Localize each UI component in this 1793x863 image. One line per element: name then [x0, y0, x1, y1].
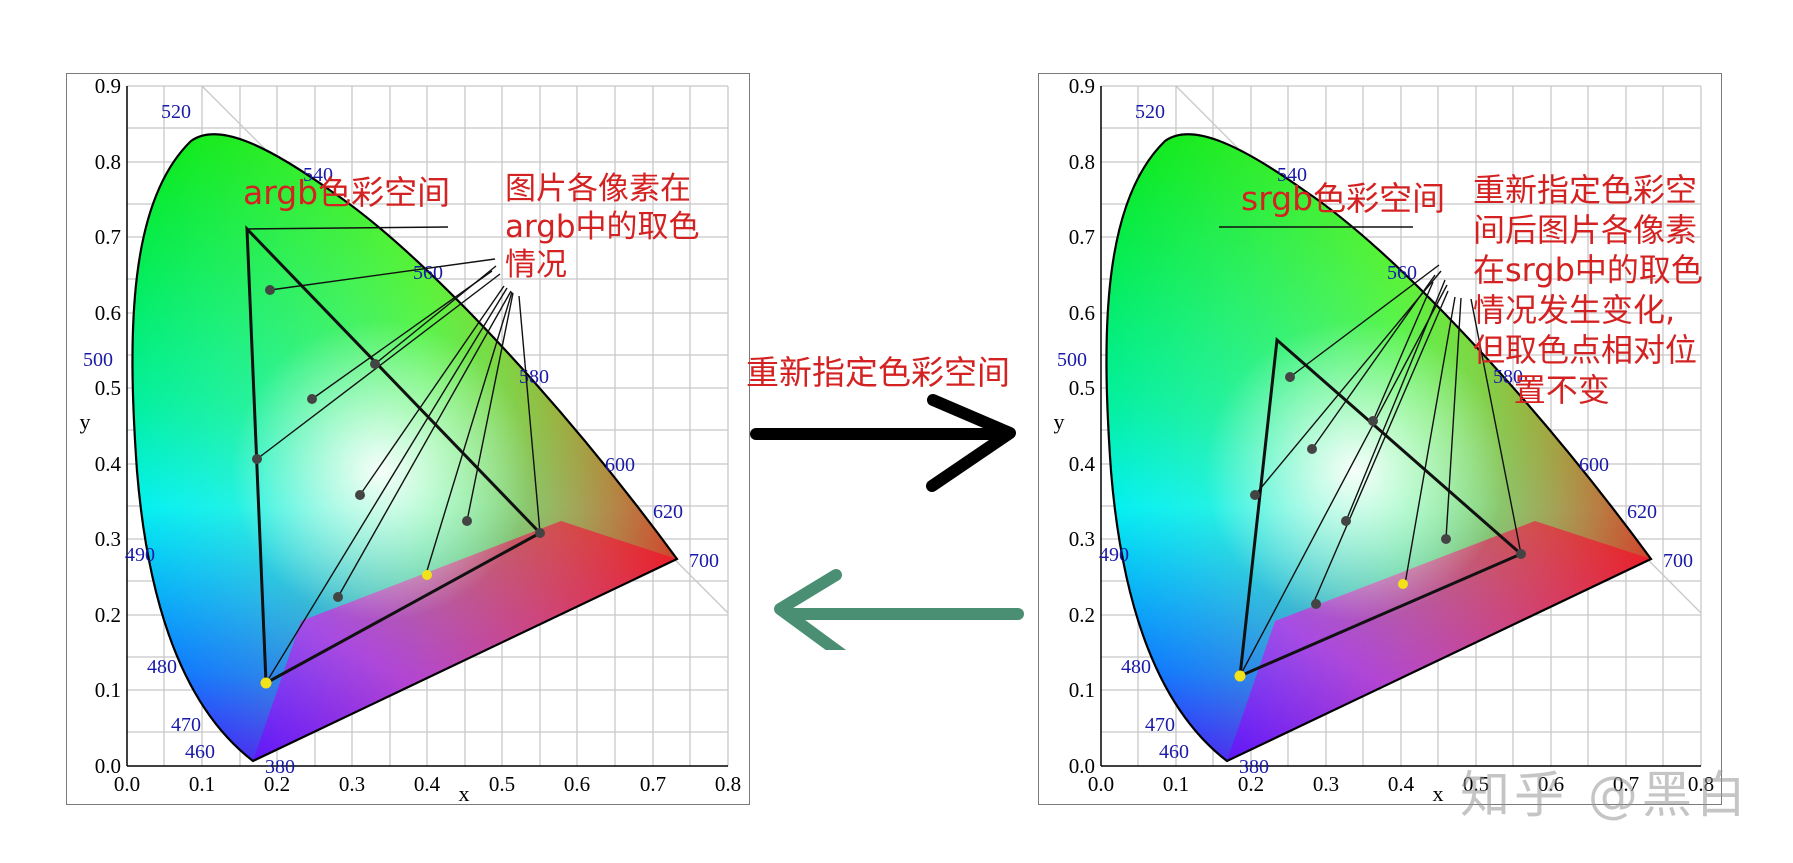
svg-text:480: 480 [1121, 656, 1151, 678]
svg-text:0.2: 0.2 [264, 772, 290, 796]
svg-text:0.3: 0.3 [1313, 772, 1339, 796]
svg-text:540: 540 [1277, 164, 1307, 186]
svg-text:0.0: 0.0 [1069, 754, 1095, 778]
back-arrow-icon [774, 569, 1024, 650]
svg-text:500: 500 [83, 349, 113, 371]
svg-text:0.8: 0.8 [1688, 772, 1714, 796]
svg-text:520: 520 [1135, 101, 1165, 123]
svg-text:470: 470 [171, 714, 201, 736]
svg-text:540: 540 [303, 164, 333, 186]
watermark: 知乎 @黑白 [1460, 766, 1750, 824]
svg-text:0.2: 0.2 [1238, 772, 1264, 796]
svg-text:0.9: 0.9 [1069, 74, 1095, 98]
svg-text:0.7: 0.7 [1613, 772, 1639, 796]
right-y-ticks: 0.0 0.1 0.2 0.3 0.4 0.5 0.6 0.7 0.8 0.9 [1069, 74, 1096, 778]
svg-text:0.5: 0.5 [1463, 772, 1489, 796]
svg-text:580: 580 [1493, 366, 1523, 388]
svg-text:0.7: 0.7 [1069, 225, 1095, 249]
right-x-ticks: 0.0 0.1 0.2 0.3 0.4 0.5 0.6 0.7 0.8 [1088, 772, 1714, 796]
svg-text:0.6: 0.6 [1538, 772, 1564, 796]
left-y-ticks: 0.0 0.1 0.2 0.3 0.4 0.5 0.6 0.7 0.8 0.9 [95, 74, 122, 778]
svg-text:0.4: 0.4 [1069, 452, 1096, 476]
svg-text:0.0: 0.0 [114, 772, 140, 796]
svg-text:0.5: 0.5 [489, 772, 515, 796]
svg-text:0.1: 0.1 [1069, 678, 1095, 702]
svg-text:620: 620 [653, 501, 683, 523]
svg-text:0.6: 0.6 [1069, 301, 1095, 325]
svg-text:0.4: 0.4 [95, 452, 122, 476]
right-axes [1100, 86, 1701, 767]
left-cie-chart: 0.0 0.1 0.2 0.3 0.4 0.5 0.6 0.7 0.8 0.9 … [80, 74, 742, 804]
svg-text:0.2: 0.2 [1069, 603, 1095, 627]
svg-text:460: 460 [1159, 741, 1189, 763]
svg-text:0.1: 0.1 [1163, 772, 1189, 796]
svg-text:0.8: 0.8 [95, 150, 121, 174]
svg-text:620: 620 [1627, 501, 1657, 523]
left-axes [126, 86, 728, 767]
left-y-axis-label: y [80, 409, 91, 434]
right-title-label: srgb色彩空间 [1241, 179, 1446, 218]
right-leader-lines [1239, 264, 1522, 677]
left-x-axis-label: x [459, 781, 470, 804]
right-x-axis-label: x [1433, 781, 1444, 804]
right-spectral-locus-outline [1105, 133, 1653, 763]
right-annotation: 重新指定色彩空 间后图片各像素 在srgb中的取色 情况发生变化, 但取色点相对… [1473, 171, 1703, 409]
svg-text:600: 600 [1579, 454, 1609, 476]
svg-text:460: 460 [185, 741, 215, 763]
svg-text:520: 520 [161, 101, 191, 123]
svg-text:500: 500 [1057, 349, 1087, 371]
forward-arrow-icon [750, 394, 1016, 492]
svg-text:0.8: 0.8 [1069, 150, 1095, 174]
left-chart-panel: 0.0 0.1 0.2 0.3 0.4 0.5 0.6 0.7 0.8 0.9 … [66, 73, 750, 805]
svg-text:0.3: 0.3 [95, 527, 121, 551]
svg-text:560: 560 [1387, 262, 1417, 284]
left-x-ticks: 0.0 0.1 0.2 0.3 0.4 0.5 0.6 0.7 0.8 [114, 772, 741, 796]
svg-text:0.5: 0.5 [1069, 376, 1095, 400]
svg-text:0.9: 0.9 [95, 74, 121, 98]
right-sample-points [1234, 372, 1526, 682]
svg-text:470: 470 [1145, 714, 1175, 736]
arrows [750, 394, 1024, 650]
left-sample-points [252, 285, 545, 689]
svg-text:380: 380 [1239, 756, 1269, 778]
svg-text:0.4: 0.4 [414, 772, 441, 796]
svg-text:700: 700 [689, 550, 719, 572]
right-cie-chart: 0.0 0.1 0.2 0.3 0.4 0.5 0.6 0.7 0.8 0.9 … [1054, 74, 1715, 804]
svg-text:0.6: 0.6 [564, 772, 590, 796]
right-gamut-triangle [1238, 336, 1524, 679]
left-annotation: 图片各像素在 argb中的取色 情况 [505, 171, 700, 283]
left-spectral-locus-outline [131, 133, 679, 763]
svg-text:0.6: 0.6 [95, 301, 121, 325]
svg-text:380: 380 [265, 756, 295, 778]
svg-text:0.0: 0.0 [1088, 772, 1114, 796]
right-y-axis-label: y [1054, 409, 1065, 434]
svg-text:580: 580 [519, 366, 549, 388]
svg-text:490: 490 [1099, 544, 1129, 566]
svg-text:0.3: 0.3 [1069, 527, 1095, 551]
svg-text:480: 480 [147, 656, 177, 678]
svg-text:0.7: 0.7 [95, 225, 121, 249]
svg-text:600: 600 [605, 454, 635, 476]
svg-text:0.1: 0.1 [189, 772, 215, 796]
svg-text:560: 560 [413, 262, 443, 284]
left-title-label: argb色彩空间 [243, 173, 451, 212]
svg-text:0.2: 0.2 [95, 603, 121, 627]
svg-text:490: 490 [125, 544, 155, 566]
svg-text:0.0: 0.0 [95, 754, 121, 778]
svg-text:0.7: 0.7 [640, 772, 666, 796]
svg-text:0.5: 0.5 [95, 376, 121, 400]
svg-text:0.1: 0.1 [95, 678, 121, 702]
right-wavelength-labels: 520 540 560 580 600 620 700 500 490 480 … [1057, 101, 1693, 778]
svg-text:700: 700 [1663, 550, 1693, 572]
svg-text:0.4: 0.4 [1388, 772, 1415, 796]
reassign-colorspace-label: 重新指定色彩空间 [746, 353, 1010, 392]
svg-text:0.3: 0.3 [339, 772, 365, 796]
svg-text:0.8: 0.8 [715, 772, 741, 796]
right-chart-panel: 0.0 0.1 0.2 0.3 0.4 0.5 0.6 0.7 0.8 0.9 … [1038, 73, 1722, 805]
